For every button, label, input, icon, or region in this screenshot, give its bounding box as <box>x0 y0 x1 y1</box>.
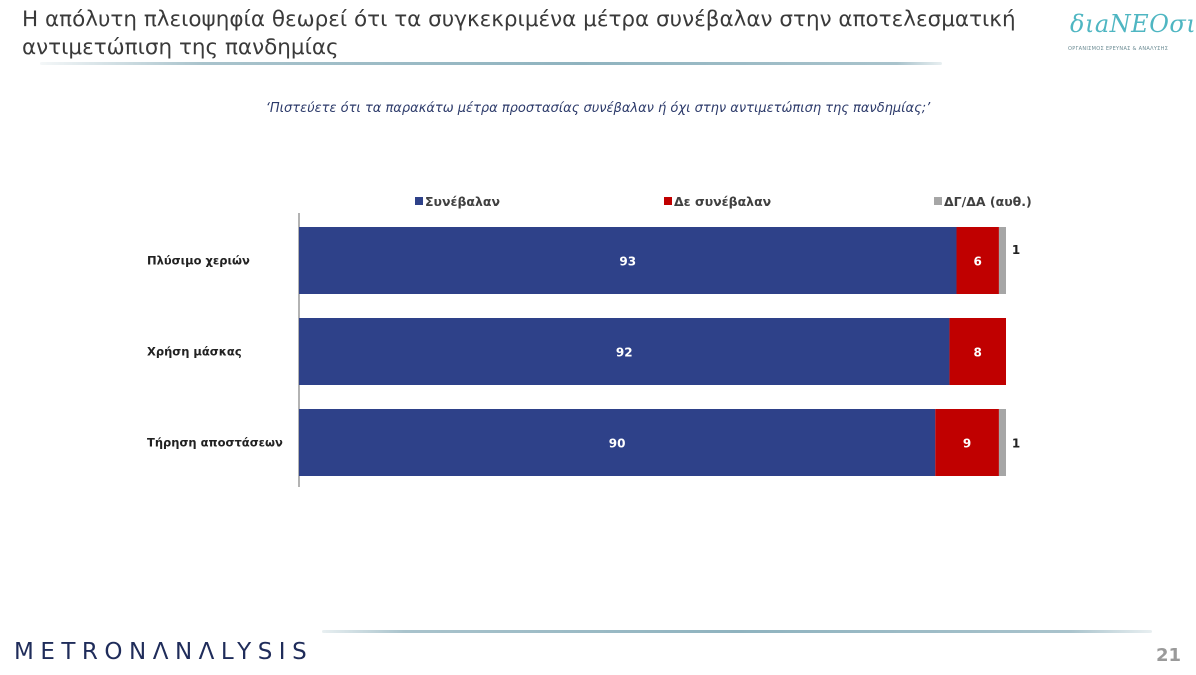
legend-label-0: Συνέβαλαν <box>425 194 500 209</box>
category-label-0: Πλύσιμο χεριών <box>147 254 250 268</box>
footer-rule <box>322 630 1152 633</box>
logo-wordmark: διaNEOσις <box>1070 10 1196 38</box>
bar-1-2 <box>935 409 999 476</box>
title-underline <box>40 62 942 65</box>
slide-title: Η απόλυτη πλειοψηφία θεωρεί ότι τα συγκε… <box>22 7 1016 60</box>
bar-1-0 <box>956 227 999 294</box>
data-label-0-2: 90 <box>609 437 626 451</box>
bar-1-1 <box>949 318 1006 385</box>
data-label-1-2: 9 <box>963 437 971 451</box>
legend-swatch-0 <box>415 197 423 205</box>
page-number: 21 <box>1156 645 1182 666</box>
survey-question: ‘Πιστεύετε ότι τα παρακάτω μέτρα προστασ… <box>265 101 931 116</box>
logo-subtext: ΟΡΓΑΝΙΣΜΟΣ ΕΡΕΥΝΑΣ & ΑΝΑΛΥΣΗΣ <box>1068 46 1169 52</box>
data-label-0-0: 93 <box>619 255 636 269</box>
data-label-1-1: 8 <box>974 346 982 360</box>
bar-2-2 <box>998 409 1006 476</box>
legend-swatch-1 <box>664 197 672 205</box>
legend-label-2: ΔΓ/ΔΑ (αυθ.) <box>944 194 1032 209</box>
data-label-0-1: 92 <box>616 346 633 360</box>
category-label-1: Χρήση μάσκας <box>147 345 242 359</box>
category-label-2: Τήρηση αποστάσεων <box>147 436 283 450</box>
bar-0-0 <box>299 227 957 294</box>
data-label-1-0: 6 <box>974 255 982 269</box>
legend-swatch-2 <box>934 197 942 205</box>
legend-label-1: Δε συνέβαλαν <box>674 194 771 209</box>
brand-analysis: ΛNΛLYSIS <box>152 639 314 665</box>
bar-2-0 <box>998 227 1006 294</box>
metron-analysis-logo: METRONΛNΛLYSIS <box>14 639 313 665</box>
dianeosis-logo: διaNEOσις ΟΡΓΑΝΙΣΜΟΣ ΕΡΕΥΝΑΣ & ΑΝΑΛΥΣΗΣ <box>1062 8 1196 58</box>
brand-metron: METRON <box>14 639 153 665</box>
data-label-2-0: 1 <box>1012 243 1020 257</box>
bar-0-2 <box>299 409 936 476</box>
data-label-2-2: 1 <box>1012 437 1020 451</box>
bar-0-1 <box>299 318 950 385</box>
